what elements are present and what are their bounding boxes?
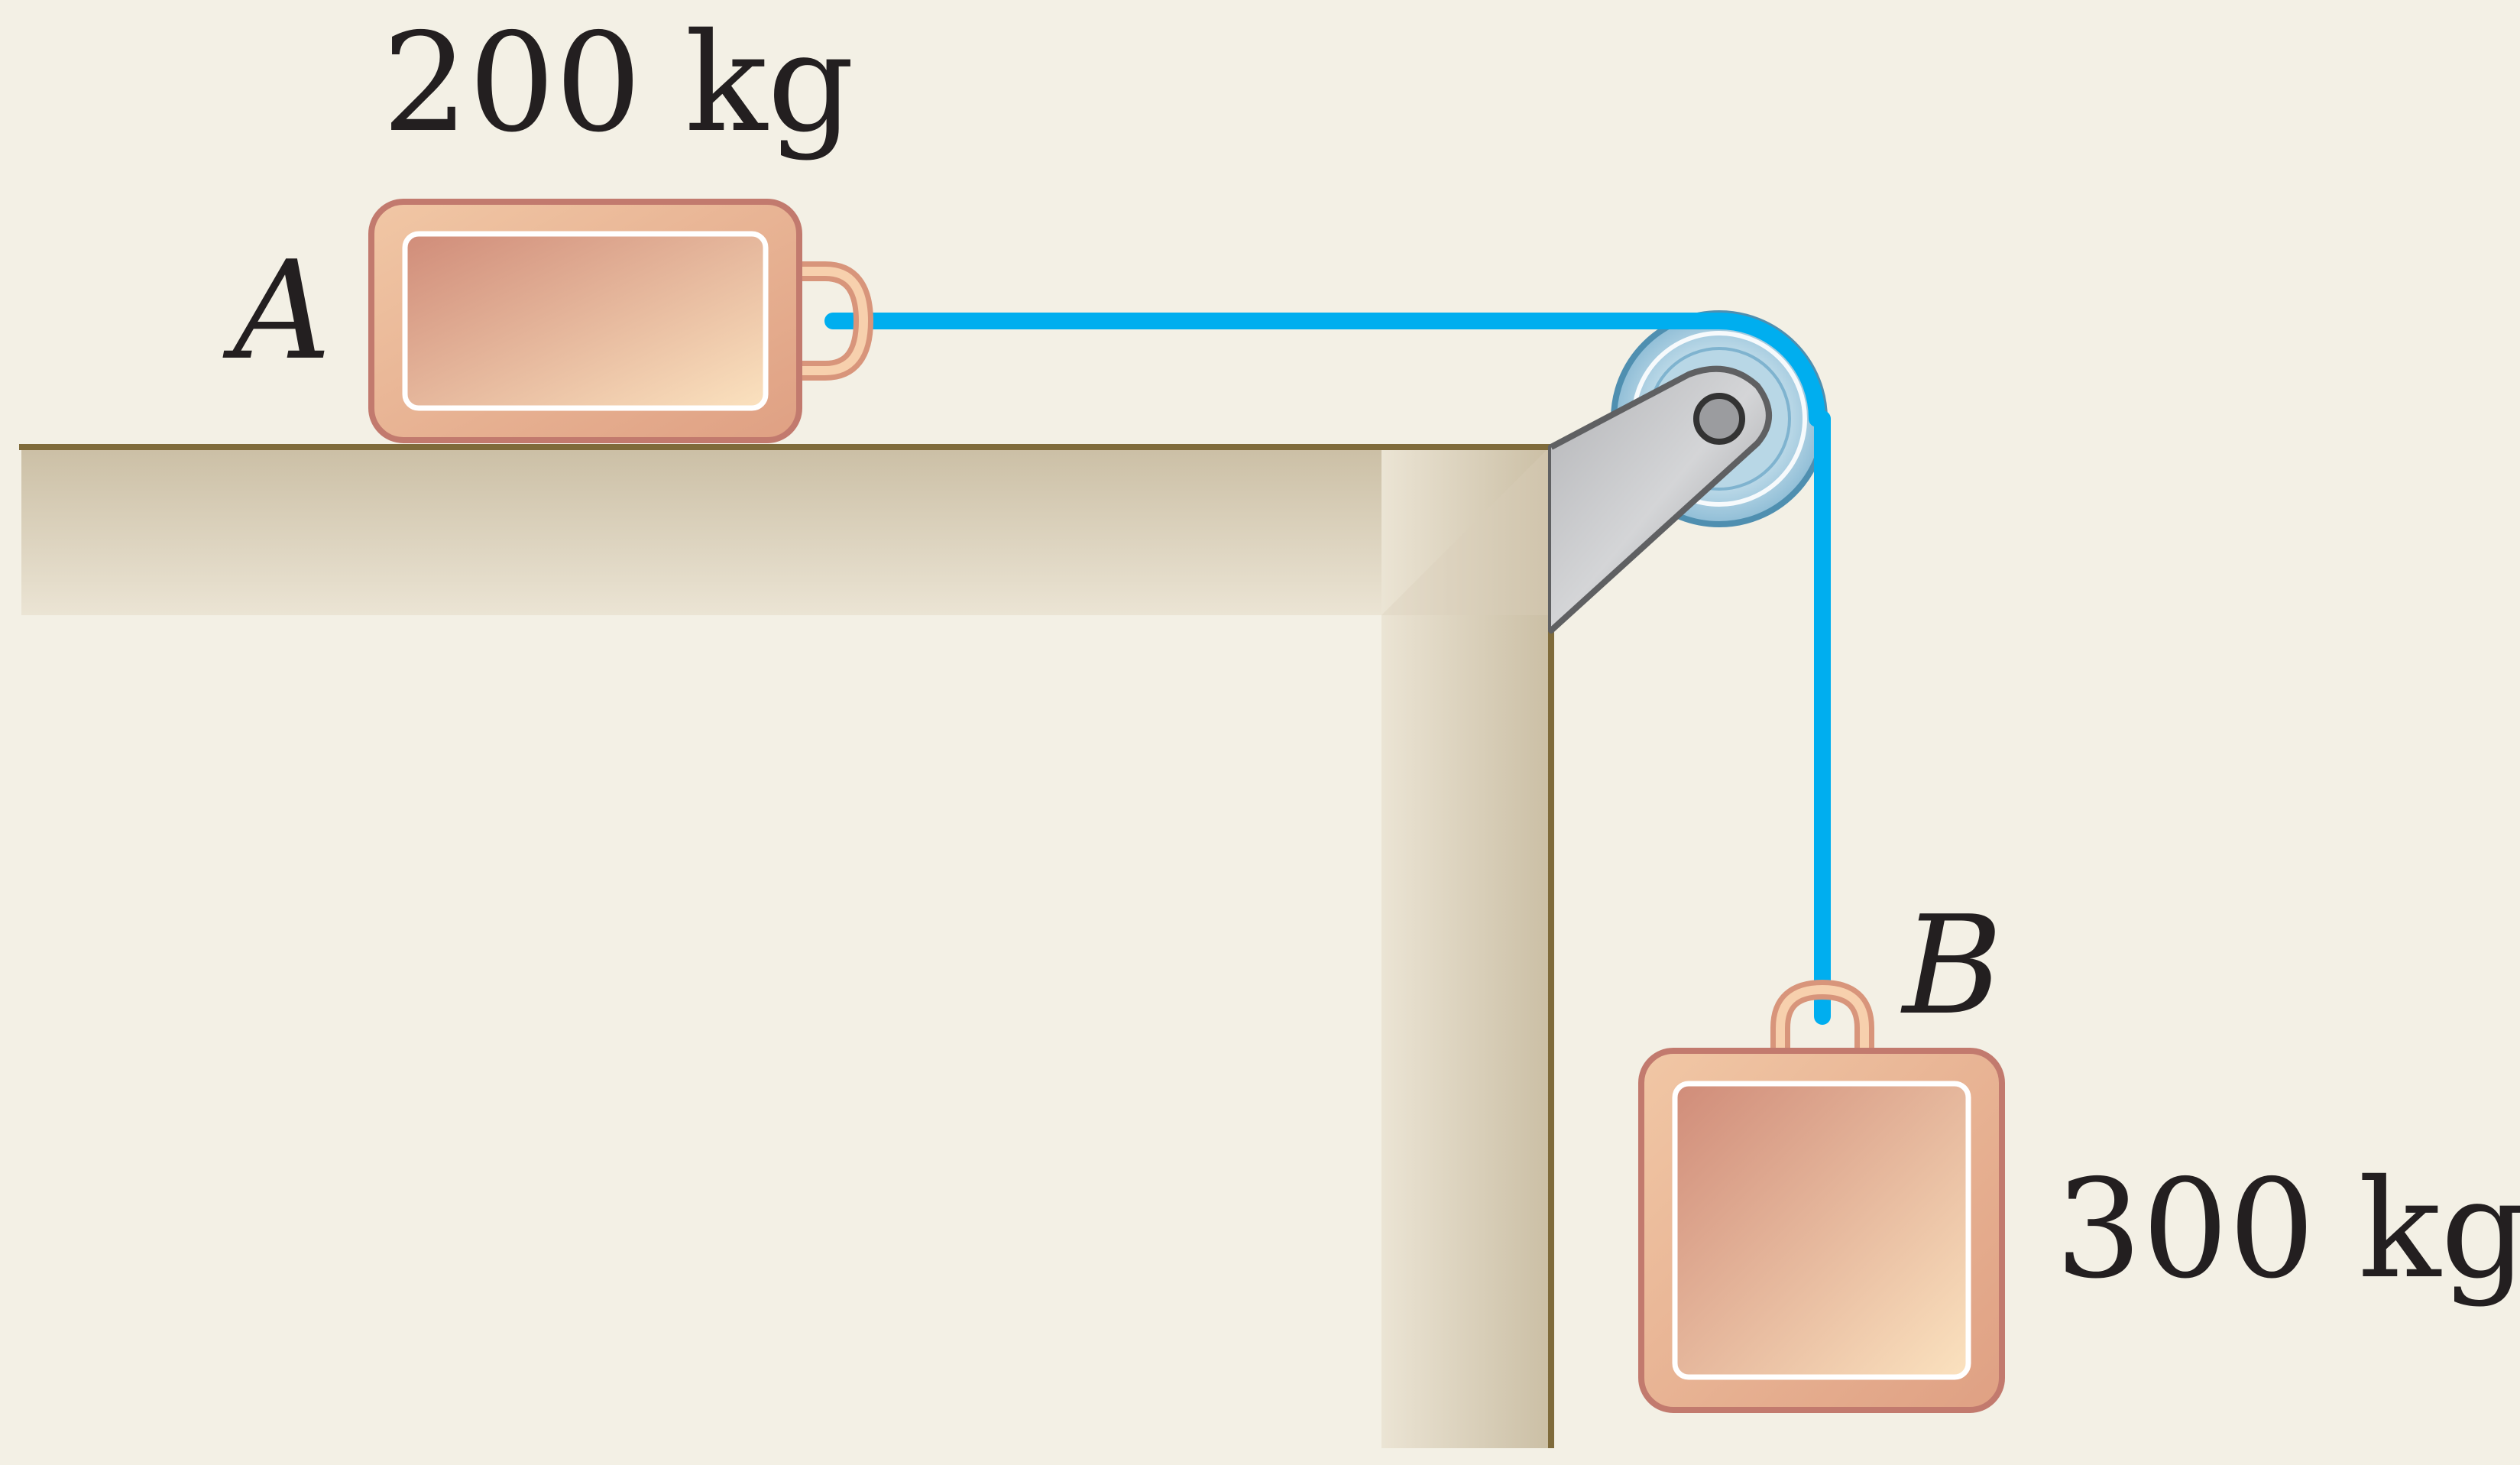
block-b: B 300 kg — [1638, 886, 2520, 1413]
rope — [824, 313, 1831, 1025]
pulley-wheel — [1549, 310, 1828, 633]
block-a-label: A — [222, 232, 332, 390]
table-leg — [1381, 447, 1550, 1448]
block-b-hook-inner — [1776, 984, 1869, 1055]
block-a-mass: 200 kg — [382, 4, 854, 162]
block-b-label: B — [1900, 886, 2003, 1045]
rope-wrap — [1711, 313, 1825, 427]
table-top — [21, 447, 1550, 615]
block-a-face — [402, 231, 769, 411]
block-b-mass: 300 kg — [2055, 1150, 2520, 1308]
table-corner — [1381, 447, 1550, 615]
axle-icon — [1693, 393, 1745, 445]
block-a: A 200 kg — [222, 4, 873, 443]
block-b-face — [1672, 1081, 1971, 1380]
table — [19, 444, 1554, 1448]
block-a-hook-inner — [798, 267, 869, 375]
